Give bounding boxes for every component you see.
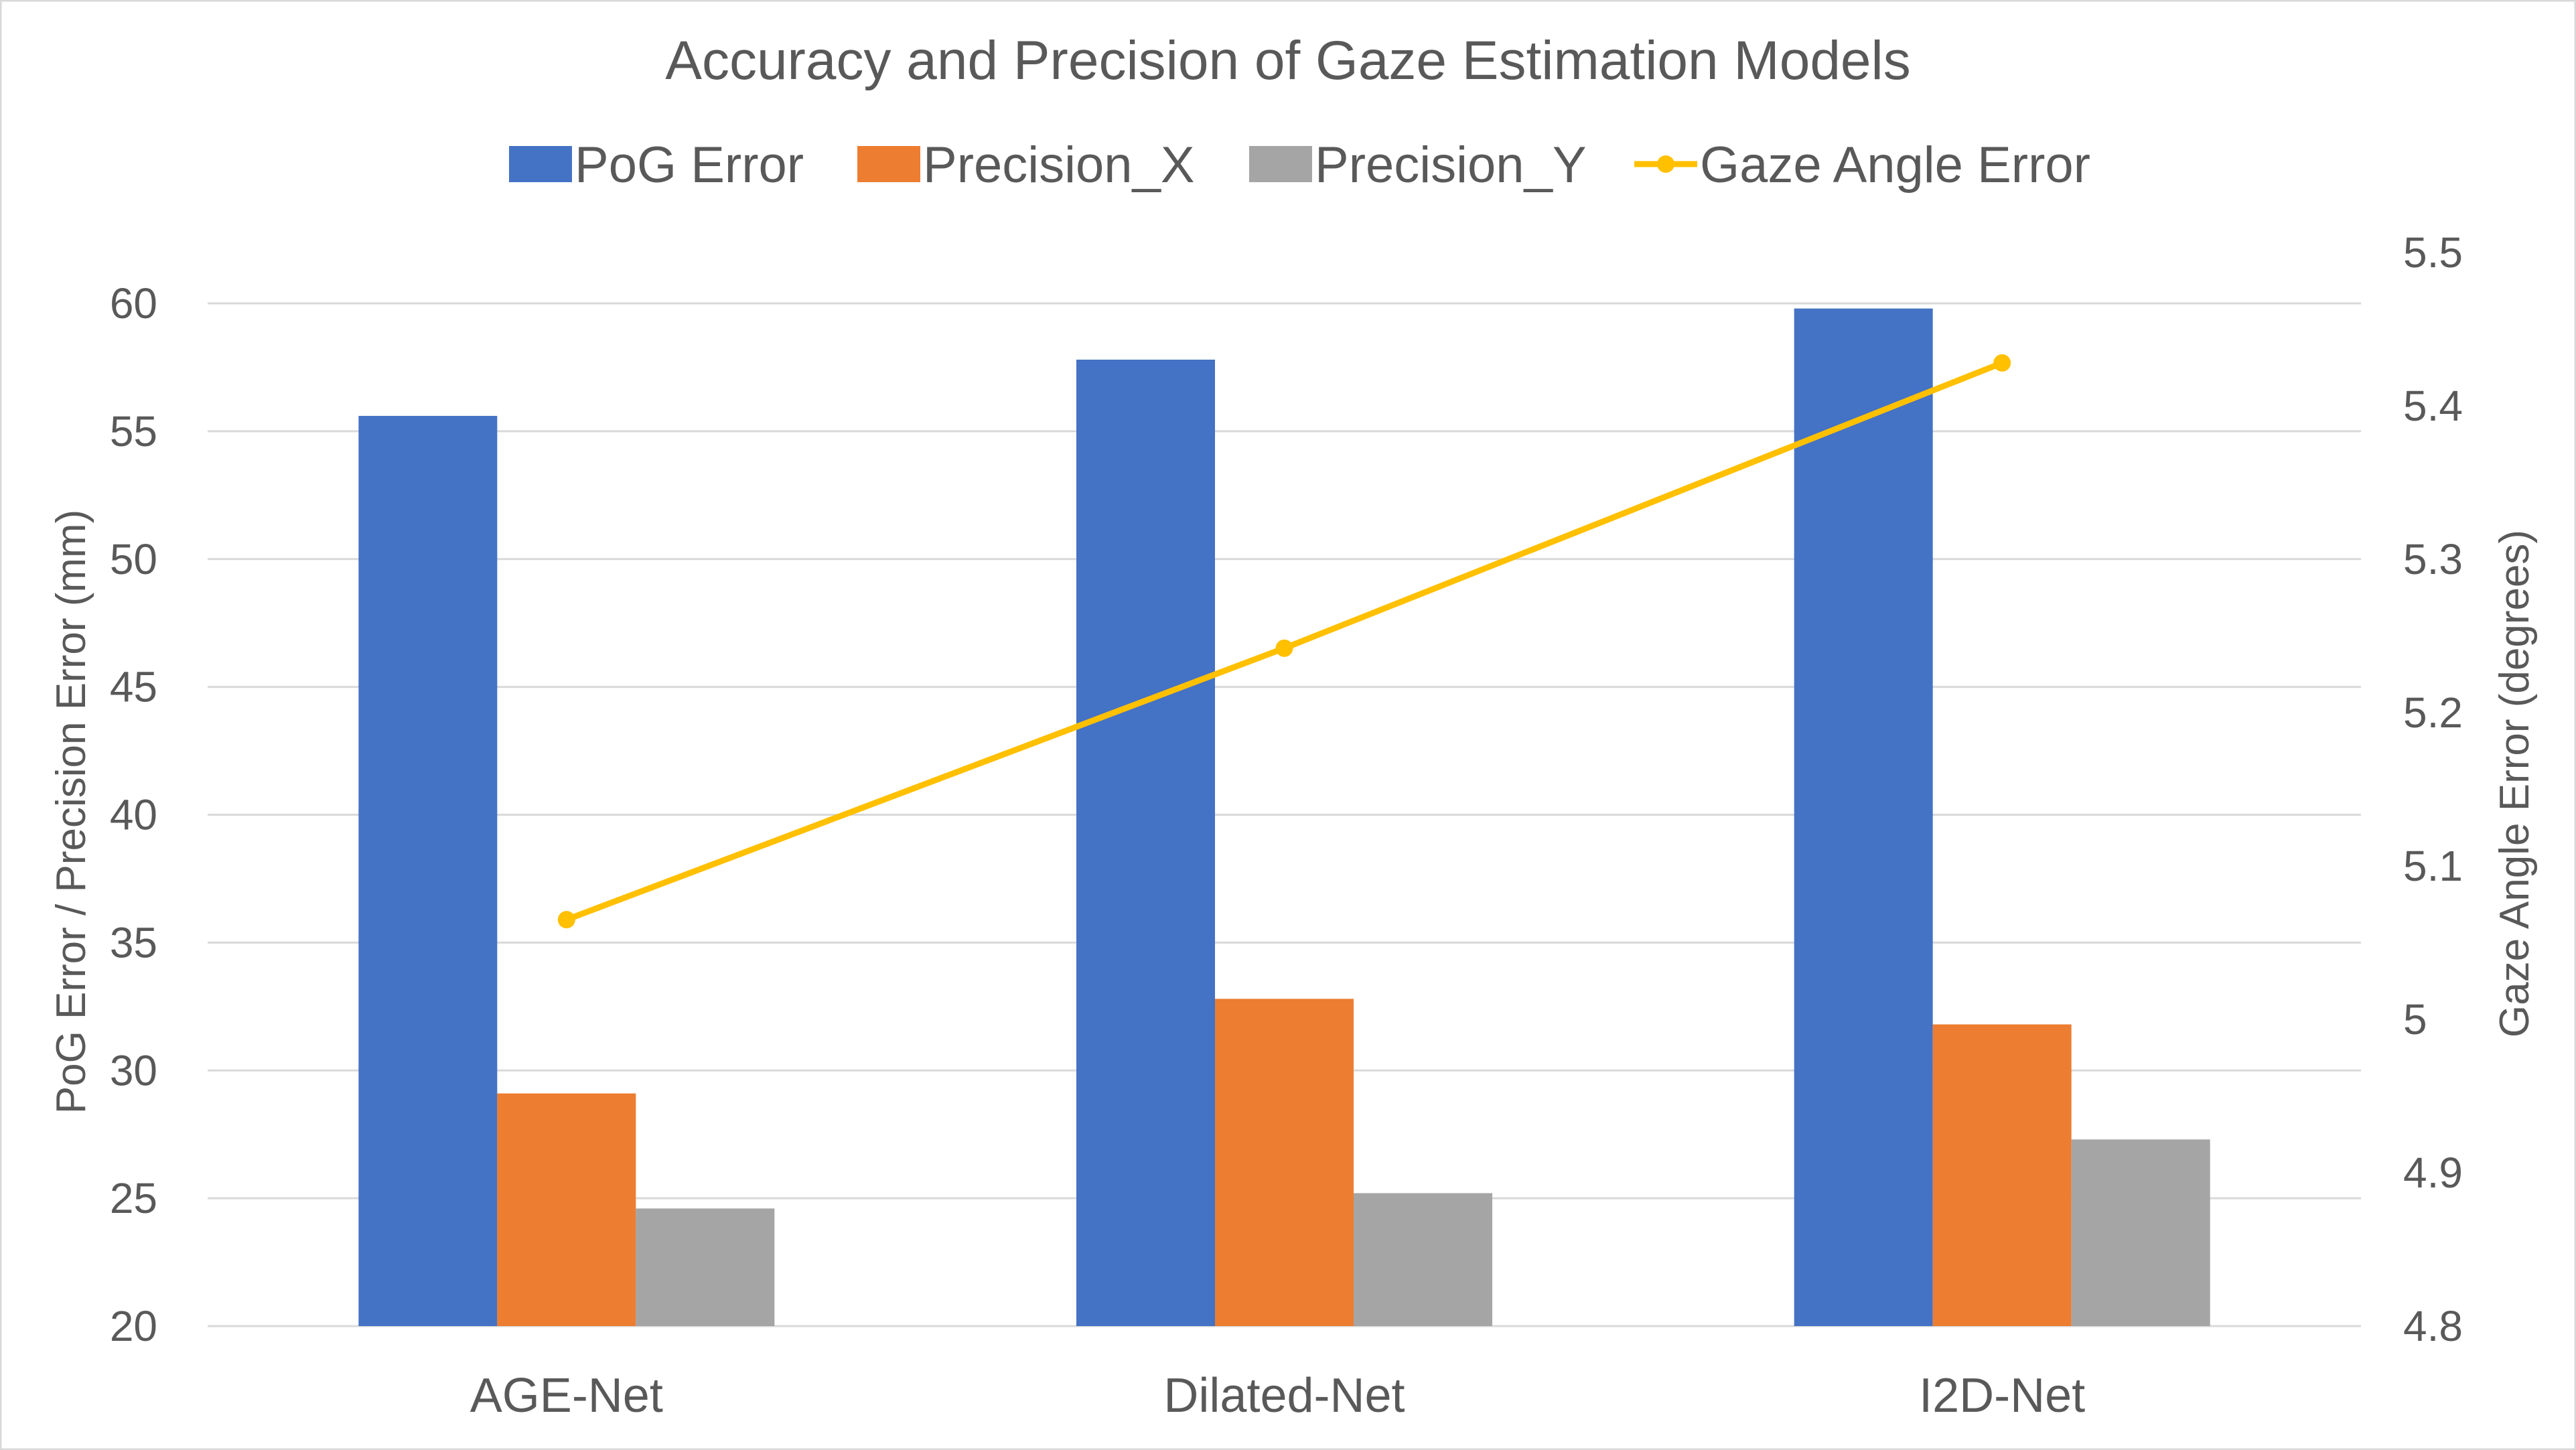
legend: PoG Error Precision_X Precision_Y Gaze Angl… (509, 137, 2090, 194)
y2-tick-5-1: 5.1 (2403, 842, 2463, 890)
y2-tick-5-2: 5.2 (2403, 688, 2463, 737)
y-tick-50: 50 (110, 535, 157, 583)
y2-tick-5-5: 5.5 (2403, 228, 2463, 277)
y2-tick-5-3: 5.3 (2403, 535, 2463, 583)
x-label-i2d-net: I2D-Net (1919, 1369, 2085, 1423)
y-tick-30: 30 (110, 1046, 157, 1094)
legend-label-precision-y: Precision_Y (1315, 137, 1587, 194)
y-tick-25: 25 (110, 1174, 157, 1222)
y2-axis-title: Gaze Angle Error (degrees) (2492, 530, 2538, 1037)
legend-swatch-precision-x (857, 146, 920, 182)
point-gaze-angle-error-dilated-net (1275, 639, 1293, 657)
y-tick-55: 55 (110, 407, 157, 455)
bar-precision-x-i2d-net (1932, 1024, 2072, 1326)
bar-precision-x-dilated-net (1215, 999, 1354, 1326)
y-tick-20: 20 (110, 1302, 157, 1350)
bar-pog-error-i2d-net (1794, 308, 1933, 1326)
x-axis-labels: AGE-Net Dilated-Net I2D-Net (470, 1369, 2085, 1423)
x-label-dilated-net: Dilated-Net (1163, 1369, 1405, 1423)
y2-tick-4-8: 4.8 (2403, 1302, 2463, 1350)
legend-label-pog-error: PoG Error (575, 137, 804, 194)
point-gaze-angle-error-age-net (557, 911, 575, 929)
y-axis-title: PoG Error / Precision Error (mm) (48, 510, 94, 1114)
bar-precision-y-dilated-net (1354, 1193, 1492, 1326)
legend-swatch-precision-y (1249, 146, 1312, 182)
y-tick-45: 45 (110, 663, 157, 711)
y-tick-60: 60 (110, 279, 157, 328)
legend-swatch-pog-error (509, 146, 572, 182)
chart-title: Accuracy and Precision of Gaze Estimatio… (665, 30, 1911, 91)
legend-label-precision-x: Precision_X (923, 137, 1195, 194)
bars (358, 308, 2210, 1326)
y2-tick-5-4: 5.4 (2403, 382, 2463, 430)
legend-marker-gaze-angle-error (1657, 155, 1674, 173)
bar-pog-error-age-net (358, 415, 498, 1326)
bar-precision-y-i2d-net (2071, 1139, 2210, 1326)
y2-tick-5: 5 (2403, 995, 2427, 1043)
x-label-age-net: AGE-Net (470, 1369, 663, 1423)
bar-precision-x-age-net (497, 1093, 636, 1326)
bar-precision-y-age-net (636, 1208, 775, 1326)
y-tick-40: 40 (110, 791, 157, 839)
y-axis-ticks: 20 25 30 35 40 45 50 55 60 (110, 279, 157, 1350)
bar-pog-error-dilated-net (1076, 359, 1215, 1326)
legend-label-gaze-angle-error: Gaze Angle Error (1700, 137, 2090, 194)
y-tick-35: 35 (110, 918, 157, 966)
y2-axis-ticks: 4.8 4.9 5 5.1 5.2 5.3 5.4 5.5 (2403, 228, 2463, 1350)
gaze-angle-line (557, 354, 2011, 929)
point-gaze-angle-error-i2d-net (1993, 354, 2011, 372)
y2-tick-4-9: 4.9 (2403, 1149, 2463, 1197)
